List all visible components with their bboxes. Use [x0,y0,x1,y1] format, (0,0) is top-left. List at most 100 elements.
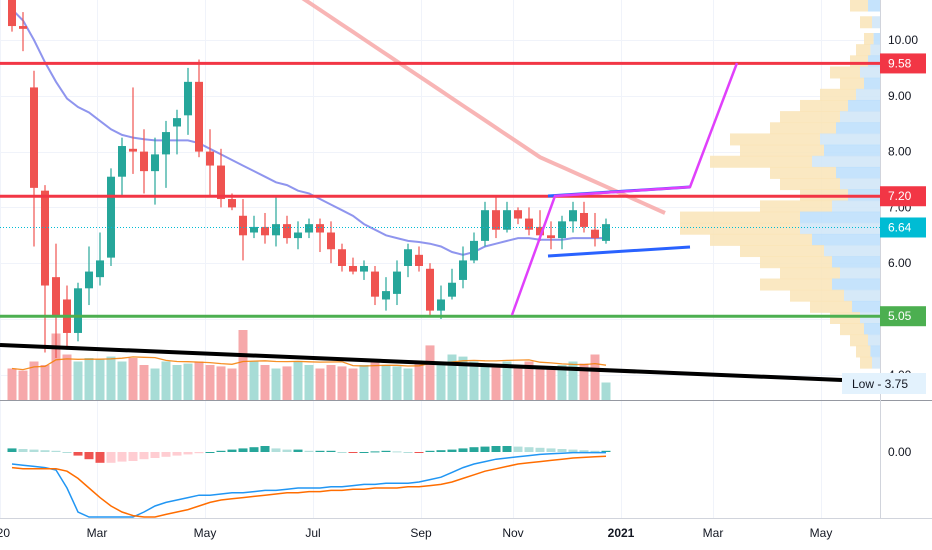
volume-bar [381,365,391,400]
volume-profile-bar-down [812,233,880,246]
candle-body [459,260,467,280]
volume-bar [370,361,380,400]
candle-body [294,232,302,239]
volume-profile-bar-down [836,122,880,135]
candle-up [85,246,93,306]
time-tick-label: May [194,526,217,540]
macd-histogram-bar [568,449,578,452]
macd-price-axis[interactable]: 0.00 [888,445,912,459]
macd-histogram-bar [381,450,391,452]
price-levels[interactable] [0,61,880,318]
macd-histogram-bar [128,452,138,461]
candle-up [437,285,445,319]
time-tick-label: Mar [703,526,724,540]
candle-body [107,176,115,258]
candle-body [327,232,335,250]
candle-body [41,190,49,286]
volume-bar [216,366,226,400]
volume-profile-bar-down [873,33,880,45]
volume-profile-bar-up [810,300,852,313]
candle-body [558,221,566,239]
time-tick-label: 2021 [608,526,635,540]
channel-lower-line[interactable] [547,245,691,258]
volume-bar [480,365,490,400]
candle-up [272,196,280,247]
candle-body [415,254,423,266]
candle-body [8,0,16,27]
volume-bar [436,361,446,400]
volume-profile-bar-down [840,111,880,124]
candle-body [129,148,137,152]
macd-histogram-bar [271,448,281,452]
projection-path[interactable] [510,62,739,316]
macd-histogram-bar [436,450,446,452]
volume-profile-bar-up [850,334,868,347]
macd-histogram-bar [535,447,545,452]
candle-body [437,299,445,311]
candle-up [250,215,258,239]
volume-bar [282,366,292,400]
candle-up [96,232,104,286]
candle-body [492,210,500,230]
volume-profile-bar-down [864,323,880,336]
candle-body [118,146,126,177]
candle-up [360,260,368,280]
macd-histogram-bar [227,449,237,452]
candle-up [184,67,192,135]
volume-bar [40,365,50,400]
volume-bar [447,354,457,400]
volume-profile-bar-up [864,33,874,45]
candlesticks[interactable] [8,0,610,359]
candle-up [602,218,610,244]
volume-profile-bar-up [760,256,832,269]
volume-profile-bar-up [860,16,872,29]
candle-body [591,229,599,239]
macd-histogram-bar [117,452,127,462]
candle-body [393,271,401,294]
candle-body [547,235,555,239]
candle-down [195,59,203,158]
macd-histogram-bar [458,448,468,452]
candle-down [525,207,533,236]
macd-histogram-bar [194,452,204,454]
volume-profile-bar-up [790,289,844,302]
candle-body [96,260,104,278]
low-price-text: Low - 3.75 [852,377,908,391]
candle-body [349,265,357,272]
volume-bar [7,368,17,400]
price-tag-label: 7.20 [888,189,912,203]
volume-profile-bar-up [780,111,840,124]
long-term-trendline[interactable] [0,343,843,382]
macd-histogram-bar [359,452,369,453]
macd-histogram-bar [139,452,149,460]
volume-profile-bar-down [864,77,880,90]
macd-histogram-bar [337,452,347,453]
macd-histogram-bar [579,450,589,452]
volume-bar [348,368,358,400]
candle-body [140,151,148,172]
volume-profile-bar-down [832,278,880,291]
macd-histogram-bar [216,450,226,452]
candle-down [52,243,60,359]
macd-histogram-bar [513,446,523,452]
time-tick-label: 2020 [0,526,10,540]
candle-down [580,201,588,233]
volume-profile-bar-up [740,144,824,157]
time-tick-label: Jul [305,526,320,540]
volume-bar [491,366,501,400]
price-tick-label: 8.00 [888,145,912,159]
time-axis[interactable]: 2020 Mar May Jul Sep Nov 2021 Mar May [0,526,832,540]
volume-profile-bar-up [856,345,871,358]
candle-body [162,132,170,155]
volume-bar [260,365,270,400]
volume-profile-bar-down [868,55,880,68]
volume-profile-bar-up [760,278,832,291]
volume-bar [469,361,479,400]
volume-profile-bar-down [832,200,880,213]
candle-down [426,263,434,317]
volume-profile-bar-up [860,356,872,369]
volume-profile-bar-down [820,133,880,146]
